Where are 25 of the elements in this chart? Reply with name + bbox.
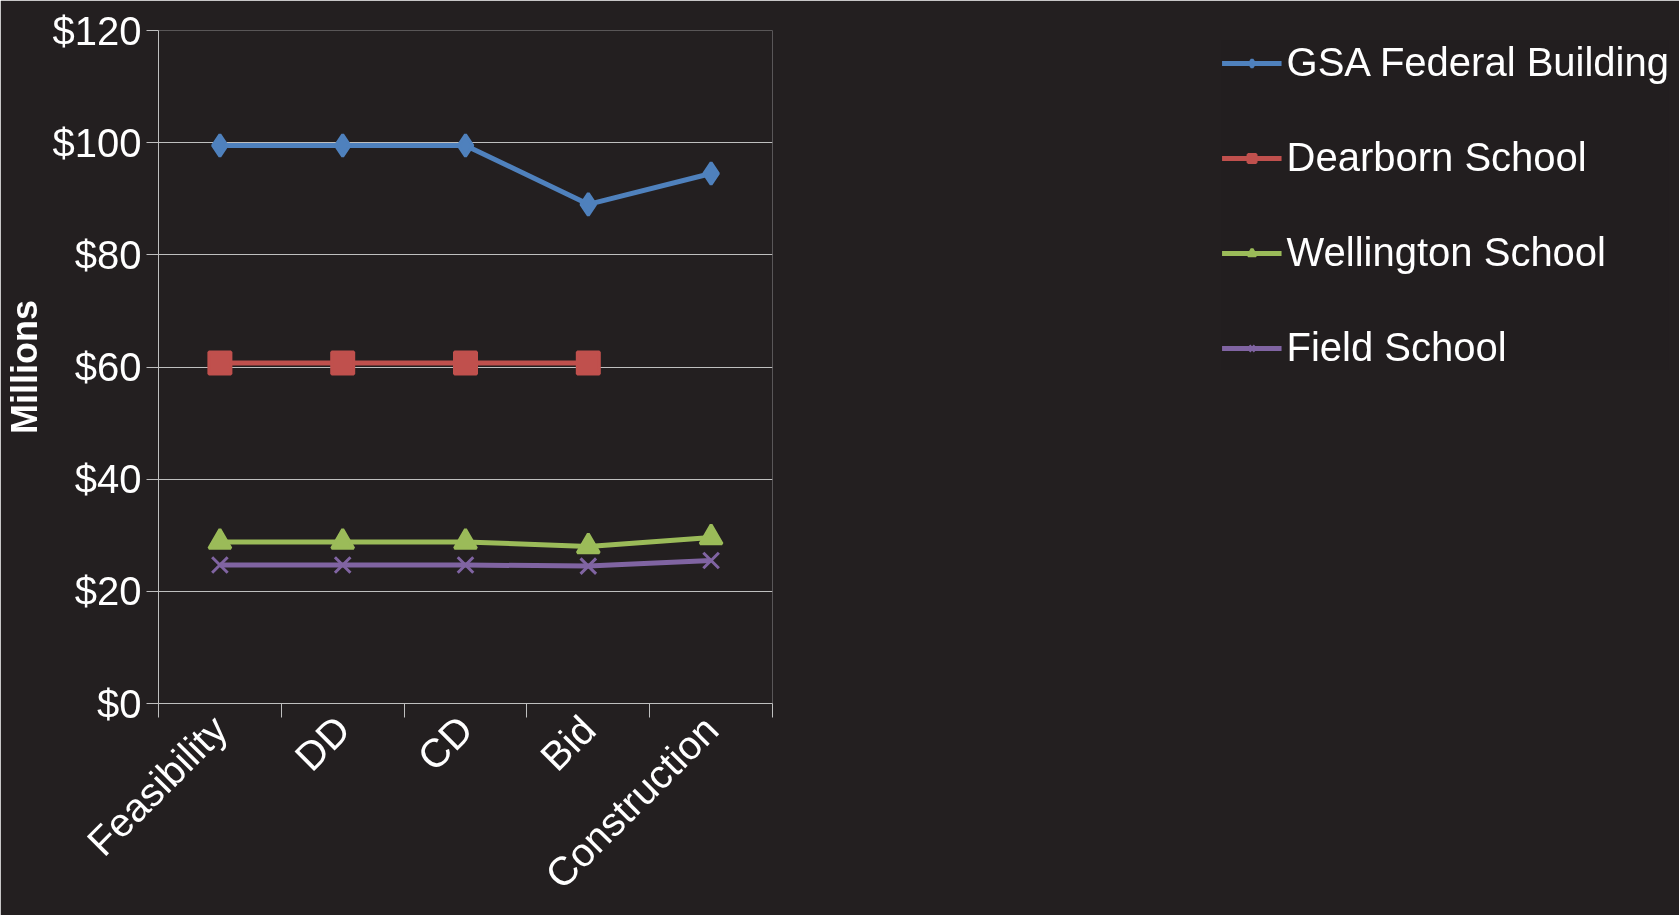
- point: [333, 555, 352, 575]
- point: [579, 191, 598, 217]
- point: [579, 556, 598, 576]
- legend-label: Dearborn School: [1286, 135, 1588, 180]
- y-tick-label: $60: [74, 345, 142, 389]
- point: [456, 555, 475, 575]
- y-tick-label: $100: [52, 120, 142, 165]
- point: [207, 350, 233, 376]
- y-axis-title: Millions: [3, 300, 45, 434]
- y-tick-label: $120: [52, 8, 142, 53]
- y-tick-label: $80: [74, 232, 142, 277]
- legend-label: GSA Federal Building: [1286, 40, 1669, 85]
- point: [456, 132, 475, 158]
- y-tick-label: $20: [74, 569, 142, 614]
- legend-label: Field School: [1286, 325, 1508, 370]
- point: [453, 350, 478, 376]
- point: [575, 350, 601, 376]
- point: [333, 132, 352, 158]
- legend-label: Wellington School: [1286, 230, 1607, 275]
- point: [210, 555, 230, 575]
- x-tick-label: CD: [409, 706, 482, 779]
- point: [701, 551, 721, 570]
- x-tick-label: DD: [286, 706, 359, 779]
- point: [330, 350, 356, 376]
- y-tick-label: $40: [74, 457, 142, 502]
